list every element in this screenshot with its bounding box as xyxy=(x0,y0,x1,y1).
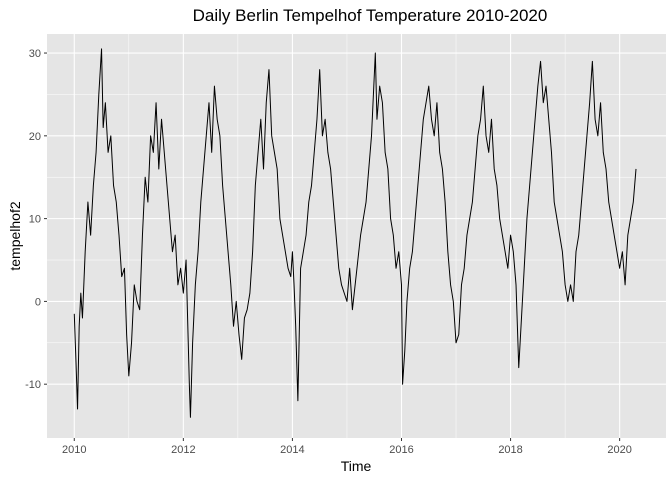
y-tick-label: 0 xyxy=(35,296,41,308)
x-tick-label: 2010 xyxy=(62,444,86,456)
plot-panel xyxy=(47,34,666,438)
x-tick-label: 2016 xyxy=(389,444,413,456)
x-tick-label: 2020 xyxy=(607,444,631,456)
x-tick-label: 2014 xyxy=(280,444,304,456)
y-tick-label: -10 xyxy=(25,379,41,391)
series-layer xyxy=(73,48,637,418)
y-tick-label: 20 xyxy=(29,131,41,143)
y-axis: -10 0 10 20 30 xyxy=(25,48,47,391)
grid-lines xyxy=(47,34,666,438)
x-axis: 2010 2012 2014 2016 2018 2020 xyxy=(62,438,632,456)
x-axis-title: Time xyxy=(341,458,372,474)
x-tick-label: 2018 xyxy=(498,444,522,456)
chart-title: Daily Berlin Tempelhof Temperature 2010-… xyxy=(193,6,548,25)
x-tick-label: 2012 xyxy=(171,444,195,456)
y-axis-title: tempelhof2 xyxy=(7,201,23,270)
y-tick-label: 30 xyxy=(29,48,41,60)
y-tick-label: 10 xyxy=(29,214,41,226)
series-line xyxy=(73,48,637,418)
